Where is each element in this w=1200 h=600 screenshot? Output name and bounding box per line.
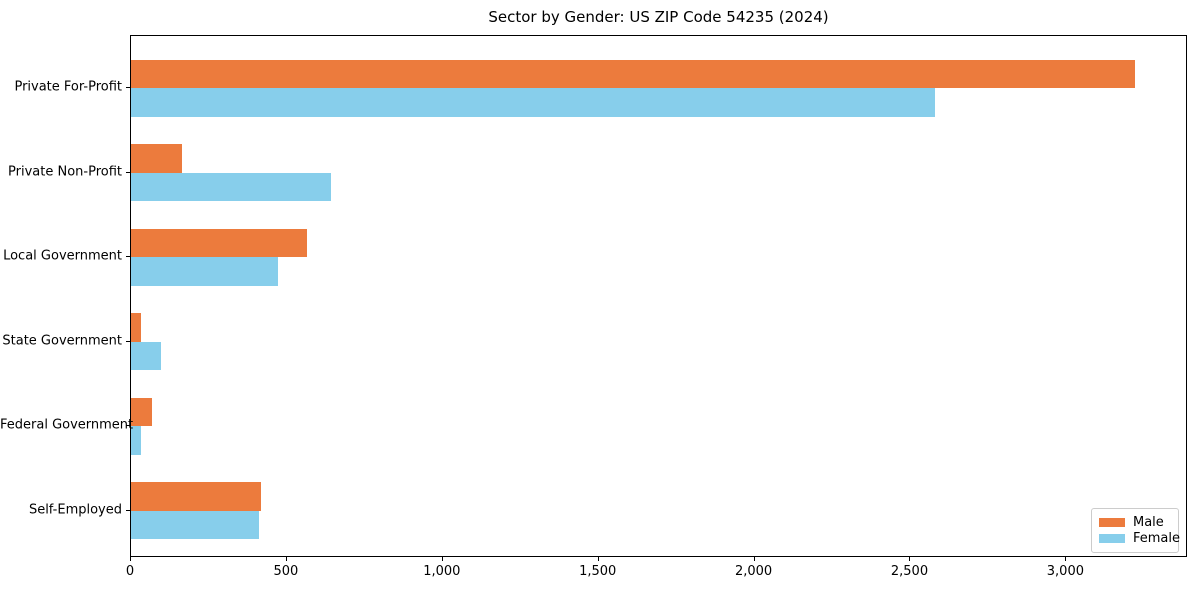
plot-area bbox=[130, 35, 1187, 557]
x-tick-label-1-500: 1,500 bbox=[579, 564, 617, 579]
x-tick-label-500: 500 bbox=[273, 564, 299, 579]
legend-label-male: Male bbox=[1133, 514, 1164, 530]
y-tick-label-private-for-profit: Private For-Profit bbox=[14, 79, 122, 95]
female-bar-self-employed bbox=[131, 510, 260, 540]
male-bar-federal-government bbox=[131, 397, 152, 427]
x-tick-label-0: 0 bbox=[125, 564, 135, 579]
male-bar-private-for-profit bbox=[131, 59, 1135, 89]
y-tick-label-self-employed: Self-Employed bbox=[28, 502, 122, 518]
female-bar-state-government bbox=[131, 341, 162, 371]
y-tick-label-private-non-profit: Private Non-Profit bbox=[8, 164, 122, 180]
legend-item-male: Male bbox=[1099, 515, 1171, 530]
x-tick-mark bbox=[1065, 557, 1067, 561]
legend: Male Female bbox=[1091, 508, 1180, 553]
legend-item-female: Female bbox=[1099, 531, 1180, 546]
female-bar-local-government bbox=[131, 257, 278, 286]
y-tick-mark bbox=[126, 340, 130, 342]
male-bar-state-government bbox=[131, 313, 142, 342]
chart-title: Sector by Gender: US ZIP Code 54235 (202… bbox=[488, 8, 829, 26]
x-tick-mark bbox=[753, 557, 755, 561]
y-tick-mark bbox=[126, 425, 130, 427]
y-tick-mark bbox=[126, 171, 130, 173]
x-tick-mark bbox=[130, 557, 131, 561]
male-bar-local-government bbox=[131, 228, 308, 258]
female-bar-federal-government bbox=[131, 426, 142, 455]
male-bar-self-employed bbox=[131, 482, 261, 511]
x-tick-label-2-000: 2,000 bbox=[734, 564, 773, 579]
x-tick-mark bbox=[285, 557, 287, 561]
y-tick-label-federal-government: Federal Government bbox=[0, 417, 134, 433]
y-tick-label-local-government: Local Government bbox=[3, 248, 122, 264]
y-tick-mark bbox=[126, 509, 130, 511]
x-tick-mark bbox=[597, 557, 599, 561]
y-tick-label-state-government: State Government bbox=[2, 333, 122, 349]
female-bar-private-for-profit bbox=[131, 88, 936, 117]
legend-swatch-male bbox=[1099, 517, 1125, 527]
male-bar-private-non-profit bbox=[131, 144, 183, 173]
legend-label-female: Female bbox=[1133, 531, 1181, 547]
x-tick-label-2-500: 2,500 bbox=[890, 564, 929, 579]
y-tick-mark bbox=[126, 87, 130, 89]
x-tick-label-1-000: 1,000 bbox=[423, 564, 461, 579]
y-tick-mark bbox=[126, 256, 130, 258]
female-bar-private-non-profit bbox=[131, 172, 331, 202]
x-tick-mark bbox=[441, 557, 443, 561]
legend-swatch-female bbox=[1099, 534, 1125, 544]
x-tick-mark bbox=[909, 557, 911, 561]
x-tick-label-3-000: 3,000 bbox=[1046, 564, 1084, 579]
